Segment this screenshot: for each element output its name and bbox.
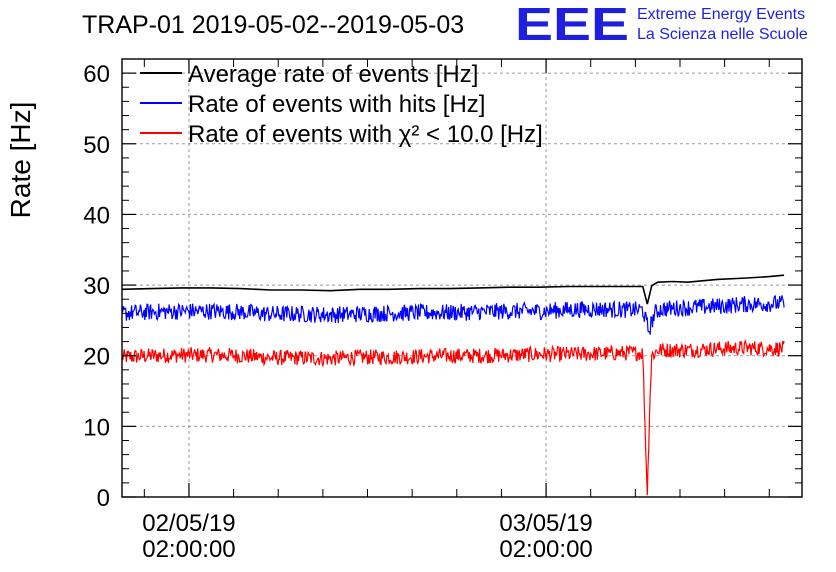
series-line-0: [121, 274, 785, 305]
plot-area: [121, 274, 785, 496]
legend-label-1: Rate of events with hits [Hz]: [188, 91, 485, 118]
y-tick-label: 20: [83, 344, 110, 371]
y-tick-label: 40: [83, 202, 110, 229]
grid-lines: [122, 59, 802, 497]
x-tick-label-date: 03/05/19: [499, 510, 592, 537]
x-tick-label-date: 02/05/19: [142, 510, 235, 537]
legend-label-2: Rate of events with χ² < 10.0 [Hz]: [188, 121, 543, 148]
x-tick-label-time: 02:00:00: [142, 536, 235, 563]
chart-title: TRAP-01 2019-05-02--2019-05-03: [82, 11, 464, 39]
y-axis-label: Rate [Hz]: [5, 102, 36, 219]
series-line-2: [121, 338, 785, 496]
y-tick-label: 10: [83, 414, 110, 441]
eee-logo-line1: Extreme Energy Events: [637, 6, 805, 23]
eee-logo-line2: La Scienza nelle Scuole: [637, 26, 808, 43]
y-tick-label: 60: [83, 61, 110, 88]
y-tick-label: 50: [83, 132, 110, 159]
eee-logo-mark: EEE: [515, 0, 629, 50]
legend-label-0: Average rate of events [Hz]: [188, 61, 478, 88]
x-tick-label-time: 02:00:00: [499, 536, 592, 563]
series-line-1: [121, 295, 785, 335]
y-tick-label: 30: [83, 273, 110, 300]
axes: 010203040506002/05/1902:00:0003/05/1902:…: [83, 58, 802, 563]
y-tick-label: 0: [97, 485, 110, 512]
eee-logo: EEE Extreme Energy Events La Scienza nel…: [515, 0, 808, 50]
plot-frame: [121, 58, 803, 498]
legend: Average rate of events [Hz] Rate of event…: [140, 61, 543, 148]
